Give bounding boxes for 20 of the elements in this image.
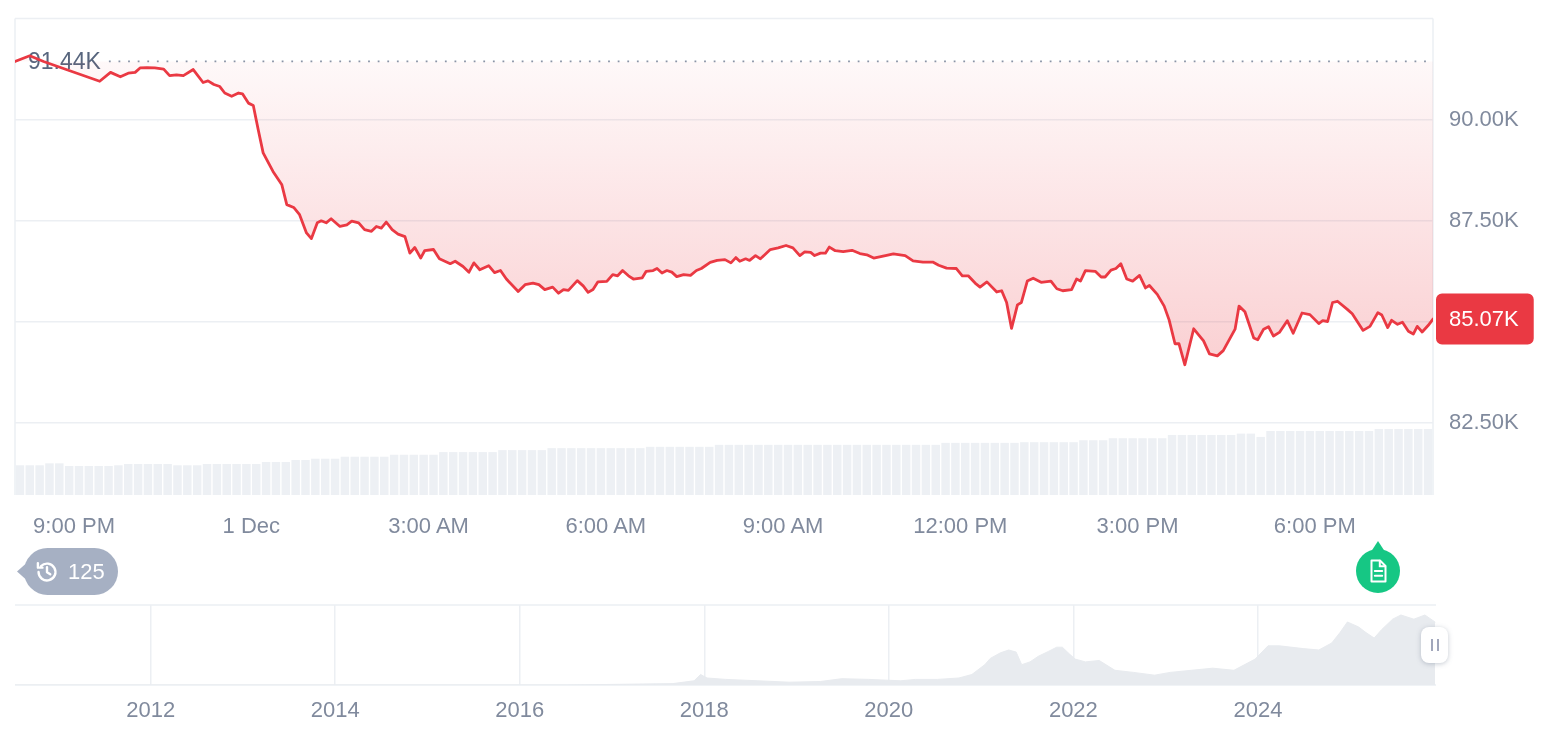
x-tick-label: 6:00 PM	[1273, 513, 1356, 539]
x-tick-label: 9:00 PM	[33, 513, 116, 539]
x-tick-label: 1 Dec	[222, 513, 281, 539]
x-tick-label: 9:00 AM	[742, 513, 824, 539]
x-tick-label: 2012	[126, 697, 176, 723]
x-tick-label: 3:00 AM	[388, 513, 469, 539]
x-tick-label: 12:00 PM	[913, 513, 1008, 539]
x-tick-label: 2016	[495, 697, 545, 723]
x-tick-label: 2024	[1233, 697, 1283, 723]
x-tick-label: 6:00 AM	[565, 513, 647, 539]
x-tick-label: 2018	[679, 697, 729, 723]
x-tick-label: 2022	[1048, 697, 1098, 723]
annotation: 85.07K	[1449, 306, 1520, 332]
y-tick-label: 82.50K	[1449, 409, 1520, 435]
y-tick-label: 90.00K	[1449, 105, 1520, 131]
x-tick-label: 3:00 PM	[1096, 513, 1179, 539]
text: 125	[68, 558, 105, 586]
y-tick-label: 87.50K	[1449, 206, 1520, 232]
x-tick-label: 2020	[864, 697, 914, 723]
x-tick-label: 2014	[310, 697, 360, 723]
